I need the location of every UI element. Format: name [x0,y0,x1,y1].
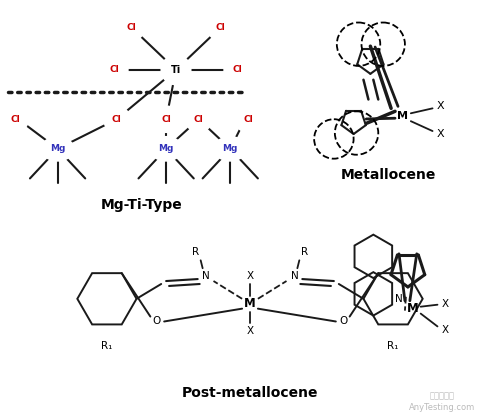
Ellipse shape [42,137,74,161]
Text: R: R [192,247,200,257]
Text: R₁: R₁ [388,341,399,351]
Text: Cl: Cl [10,115,20,124]
Text: Cl: Cl [162,115,171,124]
Text: Mg: Mg [50,144,66,153]
Circle shape [2,107,28,132]
Circle shape [162,56,190,84]
Text: X: X [442,299,449,309]
Circle shape [154,107,179,132]
Text: Cl: Cl [232,65,242,74]
Text: R: R [300,247,308,257]
Circle shape [102,57,128,83]
Circle shape [224,57,250,83]
Text: Cl: Cl [243,115,253,124]
Text: Mg-Ti-Type: Mg-Ti-Type [100,198,182,212]
Text: Ti: Ti [171,65,181,75]
Text: N: N [202,271,209,281]
Text: Post-metallocene: Post-metallocene [182,385,318,400]
Text: Cl: Cl [216,23,226,32]
Text: Metallocene: Metallocene [340,168,436,182]
Text: Cl: Cl [112,115,122,124]
Text: Mg: Mg [158,144,174,153]
Circle shape [235,107,261,132]
Text: X: X [246,326,254,336]
Text: X: X [436,102,444,111]
Circle shape [208,15,233,40]
Text: X: X [442,325,449,335]
Circle shape [186,107,212,132]
Circle shape [104,107,130,132]
Text: Cl: Cl [194,115,203,124]
Text: O: O [152,316,160,326]
Text: Cl: Cl [126,23,136,32]
Text: X: X [436,129,444,139]
Circle shape [119,15,144,40]
Ellipse shape [150,137,182,161]
Text: O: O [340,316,348,326]
Text: R₁: R₁ [101,341,112,351]
Ellipse shape [214,137,246,161]
Text: AnyTesting.com: AnyTesting.com [410,403,476,412]
Text: X: X [246,271,254,281]
Text: Mg: Mg [222,144,238,153]
Text: M: M [407,302,418,315]
Text: N: N [290,271,298,281]
Text: Cl: Cl [110,65,120,74]
Text: N: N [395,294,403,304]
Text: M: M [244,297,256,310]
Text: M: M [398,111,408,121]
Text: 嘉峨检测网: 嘉峨检测网 [430,391,455,400]
